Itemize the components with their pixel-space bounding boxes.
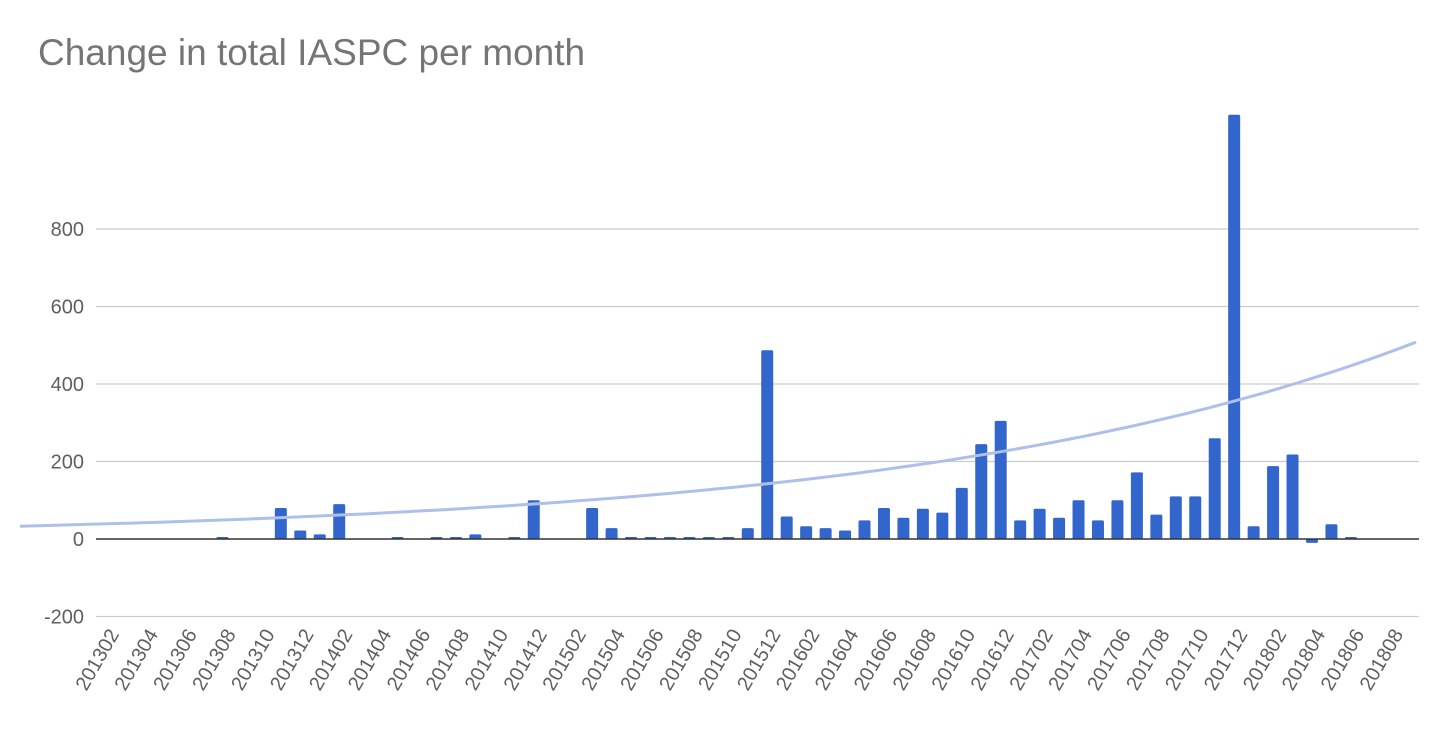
bar-201703 (1053, 517, 1066, 539)
y-tick-label: 0 (73, 529, 84, 551)
bar-201702 (1033, 508, 1046, 539)
bar-201601 (780, 516, 793, 539)
bar-201504 (605, 528, 618, 539)
y-tick-label: -200 (44, 607, 84, 629)
bars (216, 114, 1357, 543)
bar-201412 (527, 500, 540, 539)
trendline (19, 340, 1417, 528)
bar-201401 (313, 534, 326, 539)
y-tick-label: 200 (51, 452, 84, 474)
bar-201609 (936, 512, 949, 539)
x-axis-ticks: 2013022013042013062013082013102013122014… (72, 625, 1409, 694)
bar-201704 (1072, 500, 1085, 539)
bar-201709 (1169, 496, 1182, 539)
y-tick-label: 600 (51, 297, 84, 319)
chart-title: Change in total IASPC per month (38, 32, 586, 73)
bar-201801 (1247, 526, 1260, 539)
y-axis-ticks: -200 0 200 400 600 800 (44, 219, 84, 629)
bar-201511 (741, 528, 754, 539)
bar-201409 (469, 534, 482, 539)
bar-201712 (1228, 114, 1241, 539)
bar-201605 (858, 520, 871, 539)
bar-201710 (1189, 496, 1202, 539)
bar-201604 (839, 530, 852, 539)
bar-201804 (1305, 539, 1318, 543)
bar-201608 (916, 508, 929, 539)
bar-201708 (1150, 514, 1163, 539)
bar-201711 (1208, 438, 1221, 539)
bar-201602 (800, 526, 813, 539)
y-tick-label: 400 (51, 374, 84, 396)
bar-201701 (1014, 520, 1027, 539)
bar-201512 (761, 350, 774, 539)
bar-201607 (897, 517, 910, 539)
bar-201603 (819, 528, 832, 539)
bar-201705 (1091, 520, 1104, 539)
y-tick-label: 800 (51, 219, 84, 241)
bar-201402 (333, 504, 346, 539)
bar-201311 (274, 508, 287, 539)
trendline-layer (19, 340, 1417, 528)
bar-201803 (1286, 454, 1299, 539)
bar-201802 (1267, 466, 1280, 539)
bar-201503 (586, 508, 599, 539)
bar-201312 (294, 530, 307, 539)
bar-201611 (975, 444, 988, 539)
bar-201706 (1111, 500, 1124, 539)
bar-201707 (1130, 472, 1143, 539)
bar-201612 (994, 420, 1007, 539)
bar-201610 (955, 487, 968, 539)
bar-201805 (1325, 524, 1338, 539)
bar-201606 (877, 508, 890, 539)
gridlines (96, 228, 1419, 618)
